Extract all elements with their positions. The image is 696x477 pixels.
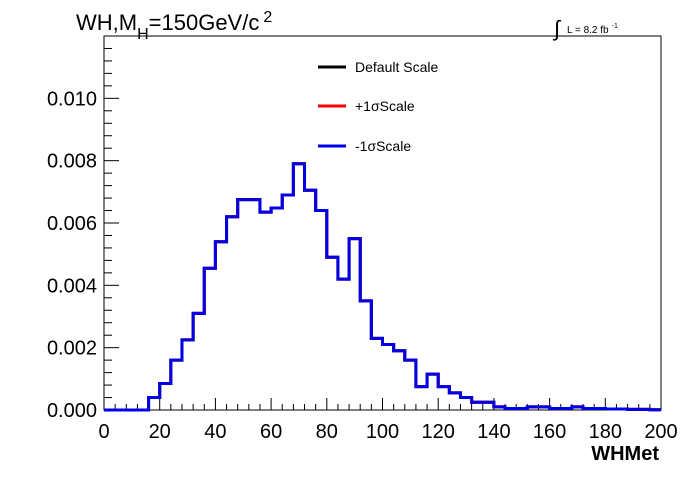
- luminosity-text: L = 8.2 fb: [567, 25, 609, 36]
- legend-label-default: Default Scale: [355, 59, 438, 75]
- chart-title-mid: =150GeV/c: [149, 10, 260, 35]
- series-line-0: [104, 162, 661, 412]
- chart-title: WH,MH=150GeV/c 2: [76, 9, 272, 43]
- x-axis-tick-labels: 0 20 40 60 80 100 120 140 160 180 200: [98, 421, 677, 443]
- y-tick-label: 0.004: [47, 275, 97, 297]
- x-tick-label: 20: [149, 421, 171, 443]
- chart-title-main: WH,M: [76, 10, 137, 35]
- x-tick-label: 0: [98, 421, 109, 443]
- chart-title-superscript: 2: [263, 9, 272, 26]
- y-axis-tick-labels: 0.000 0.002 0.004 0.006 0.008 0.010: [47, 88, 97, 422]
- y-axis-ticks: [104, 35, 119, 411]
- series-layer: [104, 162, 661, 412]
- x-tick-label: 80: [316, 421, 338, 443]
- luminosity-label: L = 8.2 fb -1: [567, 23, 618, 36]
- x-tick-label: 200: [644, 421, 677, 443]
- x-tick-label: 60: [260, 421, 282, 443]
- plot-frame: [103, 35, 662, 411]
- y-tick-label: 0.002: [47, 338, 97, 360]
- x-tick-label: 180: [589, 421, 622, 443]
- y-tick-label: 0.010: [47, 88, 97, 110]
- x-tick-label: 100: [366, 421, 399, 443]
- series-line-1: [104, 162, 661, 412]
- y-tick-label: 0.006: [47, 213, 97, 235]
- y-tick-label: 0.008: [47, 151, 97, 173]
- integral-sign: ∫: [552, 16, 562, 41]
- y-tick-label: 0.000: [47, 400, 97, 422]
- legend: Default Scale +1σScale -1σScale: [318, 59, 438, 154]
- x-tick-label: 160: [533, 421, 566, 443]
- x-tick-label: 140: [477, 421, 510, 443]
- legend-label-plus: +1σScale: [355, 98, 415, 114]
- luminosity-superscript: -1: [612, 23, 618, 30]
- x-tick-label: 120: [422, 421, 455, 443]
- chart-title-subscript: H: [137, 26, 149, 43]
- legend-label-minus: -1σScale: [355, 138, 411, 154]
- series-line-2: [104, 162, 661, 412]
- x-axis-label: WHMet: [591, 443, 659, 465]
- x-tick-label: 40: [204, 421, 226, 443]
